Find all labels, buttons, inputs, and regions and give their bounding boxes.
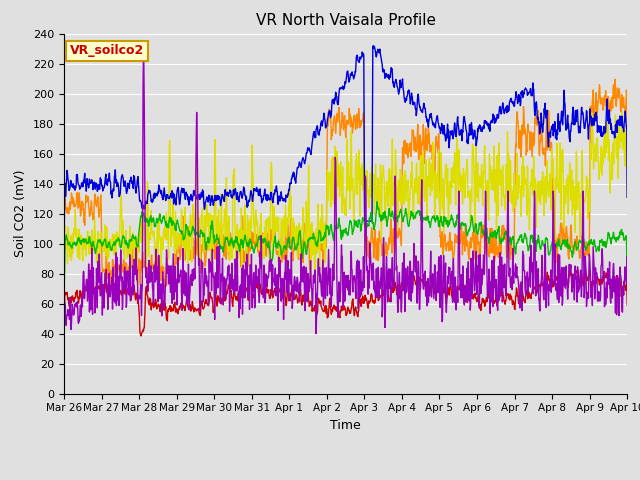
CO2N_2	[172, 261, 180, 267]
CO2N_3	[618, 109, 625, 115]
North -4cm	[60, 278, 68, 284]
Line: CO2N_1: CO2N_1	[64, 267, 627, 336]
CO2N_1	[556, 277, 564, 283]
CO2N_2	[433, 141, 441, 146]
East -4cm	[249, 289, 257, 295]
Line: CO2N_3: CO2N_3	[64, 112, 627, 311]
CO2N_3	[186, 255, 193, 261]
CO2N_3	[172, 209, 179, 215]
North -4cm	[433, 216, 441, 222]
CO2N_2	[249, 230, 257, 236]
Legend: CO2N_1, CO2N_2, CO2N_3, CO2N_4, North -4cm, East -4cm: CO2N_1, CO2N_2, CO2N_3, CO2N_4, North -4…	[60, 476, 631, 480]
CO2N_4	[557, 120, 564, 126]
CO2N_1	[60, 334, 68, 339]
CO2N_1	[248, 290, 256, 296]
North -4cm	[373, 199, 381, 204]
CO2N_2	[60, 258, 68, 264]
North -4cm	[172, 226, 179, 231]
CO2N_4	[369, 43, 377, 48]
CO2N_1	[186, 304, 193, 310]
CO2N_4	[433, 113, 441, 119]
CO2N_2	[507, 236, 515, 241]
North -4cm	[186, 230, 193, 236]
CO2N_4	[172, 199, 179, 205]
CO2N_2	[611, 76, 619, 82]
Title: VR North Vaisala Profile: VR North Vaisala Profile	[255, 13, 436, 28]
CO2N_3	[556, 163, 564, 169]
Text: VR_soilco2: VR_soilco2	[70, 44, 144, 58]
CO2N_4	[248, 197, 256, 203]
CO2N_2	[108, 287, 116, 293]
CO2N_2	[623, 194, 631, 200]
North -4cm	[623, 278, 631, 284]
CO2N_1	[433, 283, 441, 288]
North -4cm	[507, 238, 515, 244]
CO2N_3	[433, 192, 441, 197]
CO2N_2	[186, 252, 193, 258]
CO2N_4	[623, 194, 631, 200]
East -4cm	[172, 282, 180, 288]
CO2N_3	[248, 142, 256, 148]
North -4cm	[248, 245, 256, 251]
East -4cm	[623, 269, 631, 275]
CO2N_4	[507, 98, 515, 104]
CO2N_3	[60, 308, 68, 314]
Line: East -4cm: East -4cm	[64, 52, 627, 334]
Line: CO2N_4: CO2N_4	[64, 46, 627, 221]
CO2N_1	[172, 309, 179, 315]
North -4cm	[557, 247, 564, 252]
X-axis label: Time: Time	[330, 419, 361, 432]
CO2N_3	[623, 166, 631, 171]
CO2N_2	[557, 220, 564, 226]
East -4cm	[433, 269, 441, 275]
CO2N_3	[507, 158, 515, 164]
East -4cm	[60, 331, 68, 336]
CO2N_1	[507, 293, 515, 299]
CO2N_1	[623, 302, 631, 308]
East -4cm	[557, 280, 564, 286]
Y-axis label: Soil CO2 (mV): Soil CO2 (mV)	[15, 170, 28, 257]
East -4cm	[140, 49, 147, 55]
CO2N_4	[60, 218, 68, 224]
Line: CO2N_2: CO2N_2	[64, 79, 627, 290]
East -4cm	[507, 281, 515, 287]
CO2N_4	[186, 200, 193, 205]
Line: North -4cm: North -4cm	[64, 202, 627, 281]
CO2N_1	[582, 264, 589, 270]
East -4cm	[186, 293, 193, 299]
